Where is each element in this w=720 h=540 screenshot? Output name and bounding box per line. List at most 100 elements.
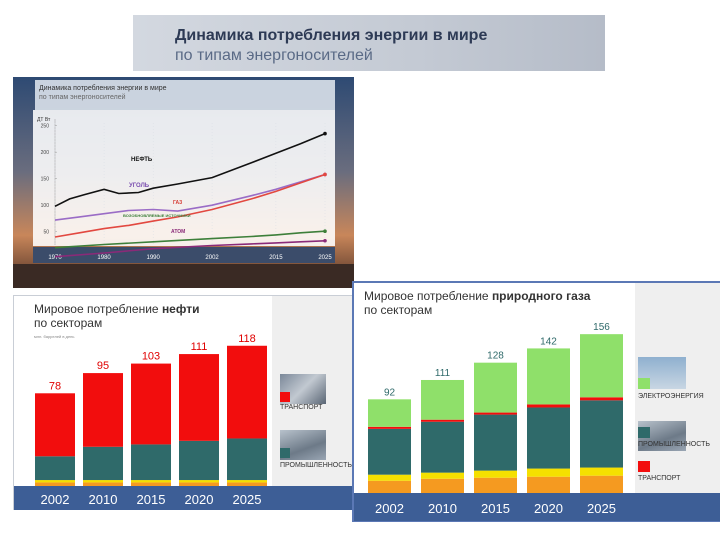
x-category-label: 2015 <box>137 492 166 507</box>
bar-segment <box>35 393 75 457</box>
power-legend-label: ЭЛЕКТРОЭНЕРГИЯ <box>638 393 704 400</box>
x-category-label: 2025 <box>233 492 262 507</box>
bar-segment <box>474 362 517 413</box>
bar-segment <box>131 482 171 486</box>
gas-chart-title: Мировое потребление природного газа по с… <box>364 289 590 317</box>
bar-segment <box>227 438 267 481</box>
x-category-label: 2015 <box>481 501 510 516</box>
oil-x-strip <box>14 486 352 510</box>
bar-total-label: 128 <box>487 351 504 362</box>
industry-legend-label: ПРОМЫШЛЕННОСТЬ <box>280 462 352 469</box>
bar-segment <box>368 480 411 493</box>
oil-chart-title: Мировое потребление нефти по секторам <box>34 302 199 330</box>
oil-title-line2: по секторам <box>34 316 103 330</box>
y-axis-label: ДТ Вт <box>37 117 51 123</box>
bar-total-label: 156 <box>593 322 610 333</box>
x-category-label: 2002 <box>375 501 404 516</box>
bar-segment <box>527 476 570 493</box>
series-line <box>54 230 326 249</box>
y-tick-label: 250 <box>41 124 50 130</box>
oil-title-plain: Мировое потребление <box>34 302 162 316</box>
x-tick-label: 2015 <box>269 255 283 261</box>
series-line <box>54 132 326 208</box>
series-line <box>54 240 326 258</box>
gas-transport-legend-swatch <box>638 461 650 472</box>
x-tick-label: 1980 <box>97 255 111 261</box>
bar-segment <box>35 482 75 486</box>
bar-total-label: 95 <box>97 360 109 372</box>
bar-segment <box>580 397 623 401</box>
bar-segment <box>83 480 123 483</box>
oil-unit-note: млн. баррелей в день <box>34 334 75 339</box>
x-category-label: 2020 <box>534 501 563 516</box>
bar-segment <box>474 414 517 471</box>
bar-segment <box>179 480 219 483</box>
industry-legend-swatch <box>280 448 290 458</box>
bar-total-label: 111 <box>435 368 451 379</box>
x-tick-label: 1990 <box>147 255 161 261</box>
line-chart-header: Динамика потребления энергии в мире по т… <box>35 80 335 110</box>
line-chart-title: Динамика потребления энергии в мире <box>39 85 167 92</box>
x-tick-label: 2002 <box>205 255 219 261</box>
series-annotation: НЕФТЬ <box>131 157 153 163</box>
bar-segment <box>35 456 75 481</box>
bar-segment <box>527 348 570 405</box>
x-tick-label: 1970 <box>48 255 62 261</box>
bar-segment <box>83 373 123 447</box>
page-subtitle: по типам энергоносителей <box>175 47 373 64</box>
gas-sector-chart-panel: Мировое потребление природного газа по с… <box>352 281 720 522</box>
series-end-point <box>323 131 327 136</box>
bar-segment <box>474 470 517 478</box>
transport-legend-swatch <box>280 392 290 402</box>
y-tick-label: 200 <box>41 150 50 156</box>
bar-segment <box>368 426 411 429</box>
page-title: Динамика потребления энергии в мире <box>175 27 488 44</box>
gas-industry-legend-swatch <box>638 427 650 438</box>
gas-transport-legend-label: ТРАНСПОРТ <box>638 475 681 482</box>
series-annotation: АТОМ <box>171 229 185 235</box>
title-banner: Динамика потребления энергии в мире по т… <box>133 15 605 71</box>
x-category-label: 2020 <box>185 492 214 507</box>
x-category-label: 2010 <box>428 501 457 516</box>
bar-segment <box>580 467 623 476</box>
line-chart-subtitle: по типам энергоносителей <box>39 94 126 101</box>
bar-segment <box>368 428 411 475</box>
bar-segment <box>474 412 517 415</box>
bar-segment <box>527 407 570 469</box>
horizon-ground <box>13 264 354 288</box>
y-tick-label: 50 <box>43 230 49 236</box>
gas-x-strip <box>354 493 720 521</box>
bar-total-label: 103 <box>142 351 160 363</box>
series-end-point <box>323 172 327 177</box>
energy-line-chart-panel: Динамика потребления энергии в мире по т… <box>13 77 354 288</box>
bar-total-label: 78 <box>49 380 61 392</box>
bar-segment <box>179 354 219 441</box>
series-end-point <box>323 229 327 234</box>
bar-segment <box>368 474 411 481</box>
series-annotation: ГАЗ <box>173 200 182 206</box>
x-category-label: 2002 <box>41 492 70 507</box>
bar-segment <box>580 334 623 398</box>
series-line <box>54 173 326 238</box>
bar-segment <box>421 379 464 420</box>
oil-title-bold: нефти <box>161 302 200 316</box>
power-legend-swatch <box>638 378 650 389</box>
series-annotation: УГОЛЬ <box>129 183 150 189</box>
x-category-label: 2025 <box>587 501 616 516</box>
bar-segment <box>474 477 517 493</box>
bar-segment <box>421 419 464 422</box>
series-end-point <box>323 238 327 243</box>
bar-segment <box>83 482 123 486</box>
gas-industry-legend-label: ПРОМЫШЛЕННОСТЬ <box>638 441 710 448</box>
bar-segment <box>131 444 171 481</box>
x-category-label: 2010 <box>89 492 118 507</box>
bar-total-label: 111 <box>191 341 208 353</box>
transport-legend-label: ТРАНСПОРТ <box>280 404 323 411</box>
bar-segment <box>368 399 411 427</box>
line-chart-svg: ДТ Вт 50 100 150 200 250 1970 1980 1990 2002 2015 2… <box>37 117 332 261</box>
gas-title-plain: Мировое потребление <box>364 289 492 303</box>
oil-sector-chart-panel: Мировое потребление нефти по секторам мл… <box>13 295 352 510</box>
series-line <box>54 173 326 221</box>
bar-segment <box>580 400 623 468</box>
bar-segment <box>527 404 570 408</box>
